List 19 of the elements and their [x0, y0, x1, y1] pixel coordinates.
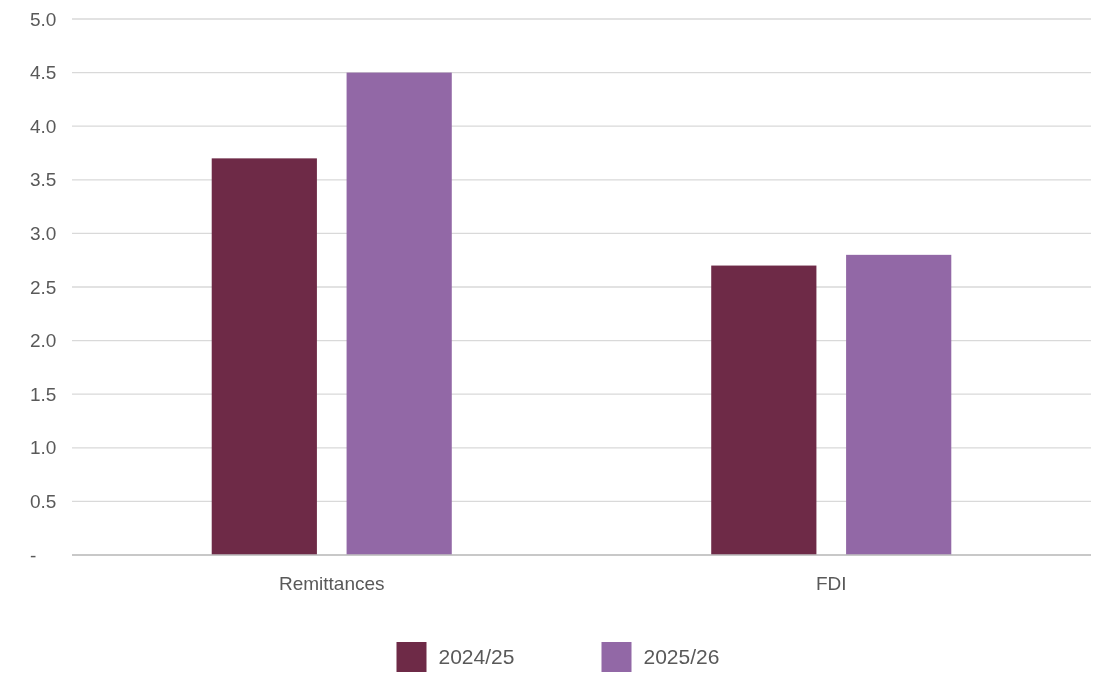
legend-label: 2025/26 [643, 645, 720, 669]
y-tick-label: 5.0 [30, 8, 57, 30]
x-tick-label: FDI [815, 573, 847, 594]
legend-label: 2024/25 [438, 645, 515, 669]
y-tick-label: 2.0 [30, 330, 57, 352]
y-tick-label: 3.5 [30, 169, 57, 191]
y-tick-label: 4.0 [30, 115, 57, 137]
y-tick-label: 1.0 [30, 437, 57, 459]
bar [211, 158, 317, 555]
y-tick-label: 4.5 [30, 62, 57, 84]
x-tick-label: Remittances [278, 573, 385, 594]
y-tick-label: 2.5 [30, 276, 57, 298]
y-tick-label: 0.5 [30, 491, 57, 513]
bar [346, 72, 452, 555]
y-tick-label: - [30, 544, 37, 566]
bar [846, 254, 952, 555]
y-tick-label: 1.5 [30, 383, 57, 405]
bar [711, 265, 817, 555]
y-tick-label: 3.0 [30, 223, 57, 245]
